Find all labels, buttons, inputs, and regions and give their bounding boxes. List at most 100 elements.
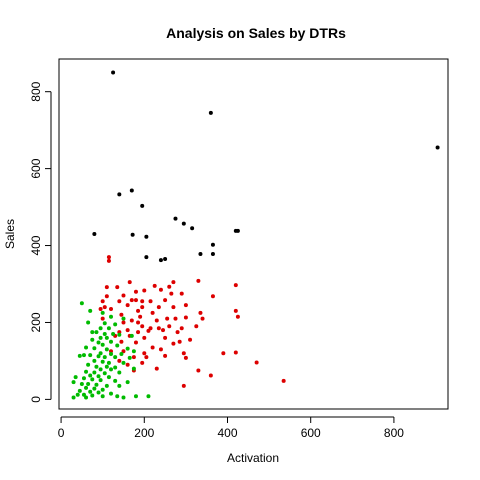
scatter-point (121, 293, 126, 298)
scatter-point (173, 216, 178, 221)
x-axis-label: Activation (227, 451, 279, 465)
scatter-point (109, 352, 114, 356)
scatter-point (113, 378, 118, 383)
scatter-point (90, 393, 95, 398)
scatter-point (158, 287, 163, 292)
scatter-point (111, 332, 116, 336)
scatter-point (92, 346, 97, 351)
scatter-point (109, 391, 114, 396)
y-axis-label: Sales (3, 219, 17, 249)
scatter-point (86, 362, 91, 367)
scatter-point (183, 355, 188, 360)
scatter-point (171, 305, 176, 310)
scatter-point (84, 369, 89, 374)
scatter-point (150, 310, 155, 315)
scatter-point (104, 294, 109, 299)
scatter-point (142, 351, 147, 356)
scatter-point (125, 380, 130, 385)
scatter-point (167, 284, 172, 289)
scatter-point (130, 232, 135, 237)
scatter-point (98, 326, 103, 331)
x-axis: 0 200 400 600 800 (58, 416, 404, 440)
scatter-point (119, 312, 124, 317)
scatter-point (133, 394, 138, 399)
scatter-point (100, 359, 105, 364)
scatter-point (196, 278, 201, 283)
scatter-point (117, 299, 122, 304)
scatter-point (210, 252, 215, 256)
scatter-point (96, 354, 101, 359)
scatter-point (119, 339, 124, 344)
scatter-point (125, 362, 130, 367)
scatter-point (140, 299, 145, 304)
scatter-point (81, 376, 86, 381)
scatter-point (98, 307, 103, 311)
scatter-point (94, 382, 99, 387)
scatter-point (148, 299, 153, 304)
scatter-point (179, 326, 184, 331)
scatter-point (129, 318, 134, 323)
scatter-point (221, 351, 226, 356)
scatter-point (106, 360, 111, 365)
scatter-point (111, 70, 116, 75)
scatter-point (435, 145, 440, 150)
x-tick-label: 0 (58, 426, 65, 440)
scatter-point (235, 314, 240, 319)
scatter-point (79, 301, 84, 306)
scatter-point (117, 370, 122, 375)
scatter-point (94, 364, 99, 369)
scatter-point (198, 252, 203, 256)
scatter-point (165, 316, 170, 321)
scatter-point (117, 192, 122, 197)
scatter-point (125, 328, 130, 333)
scatter-point (98, 335, 103, 340)
scatter-point (121, 349, 126, 354)
scatter-point (92, 370, 97, 375)
scatter-point (144, 255, 149, 260)
scatter-point (254, 360, 259, 365)
scatter-point (106, 375, 111, 380)
scatter-point (90, 377, 95, 382)
scatter-point (156, 305, 161, 310)
scatter-point (98, 378, 103, 383)
scatter-point (117, 358, 122, 363)
scatter-point (88, 389, 93, 394)
scatter-point (140, 324, 145, 329)
scatter-point (136, 330, 141, 335)
scatter-point (200, 316, 205, 321)
scatter-point (119, 352, 124, 356)
scatter-point (86, 320, 91, 325)
scatter-point (127, 355, 132, 360)
scatter-point (158, 347, 163, 352)
scatter-point (106, 258, 111, 263)
scatter-point (181, 383, 186, 388)
scatter-point (196, 368, 201, 373)
scatter-point (125, 303, 130, 308)
x-tick-label: 400 (217, 426, 237, 440)
scatter-point (96, 390, 101, 395)
scatter-point (183, 315, 188, 320)
scatter-point (190, 226, 195, 231)
scatter-point (94, 330, 99, 335)
scatter-point (121, 316, 126, 321)
scatter-point (71, 395, 76, 400)
scatter-point (121, 320, 126, 325)
scatter-point (208, 110, 213, 115)
scatter-point (98, 367, 103, 372)
scatter-point (140, 203, 145, 208)
scatter-point (136, 308, 141, 313)
scatter-point (233, 308, 238, 313)
plot-frame (58, 58, 449, 410)
scatter-point (77, 353, 82, 358)
scatter-point (102, 355, 107, 360)
scatter-point (102, 371, 107, 376)
scatter-point (163, 353, 168, 358)
scatter-point (144, 355, 149, 360)
scatter-point (129, 333, 134, 338)
scatter-point (146, 394, 151, 399)
scatter-point (113, 322, 118, 327)
x-tick-label: 200 (134, 426, 154, 440)
scatter-point (150, 345, 155, 350)
y-tick-label: 200 (29, 312, 43, 332)
